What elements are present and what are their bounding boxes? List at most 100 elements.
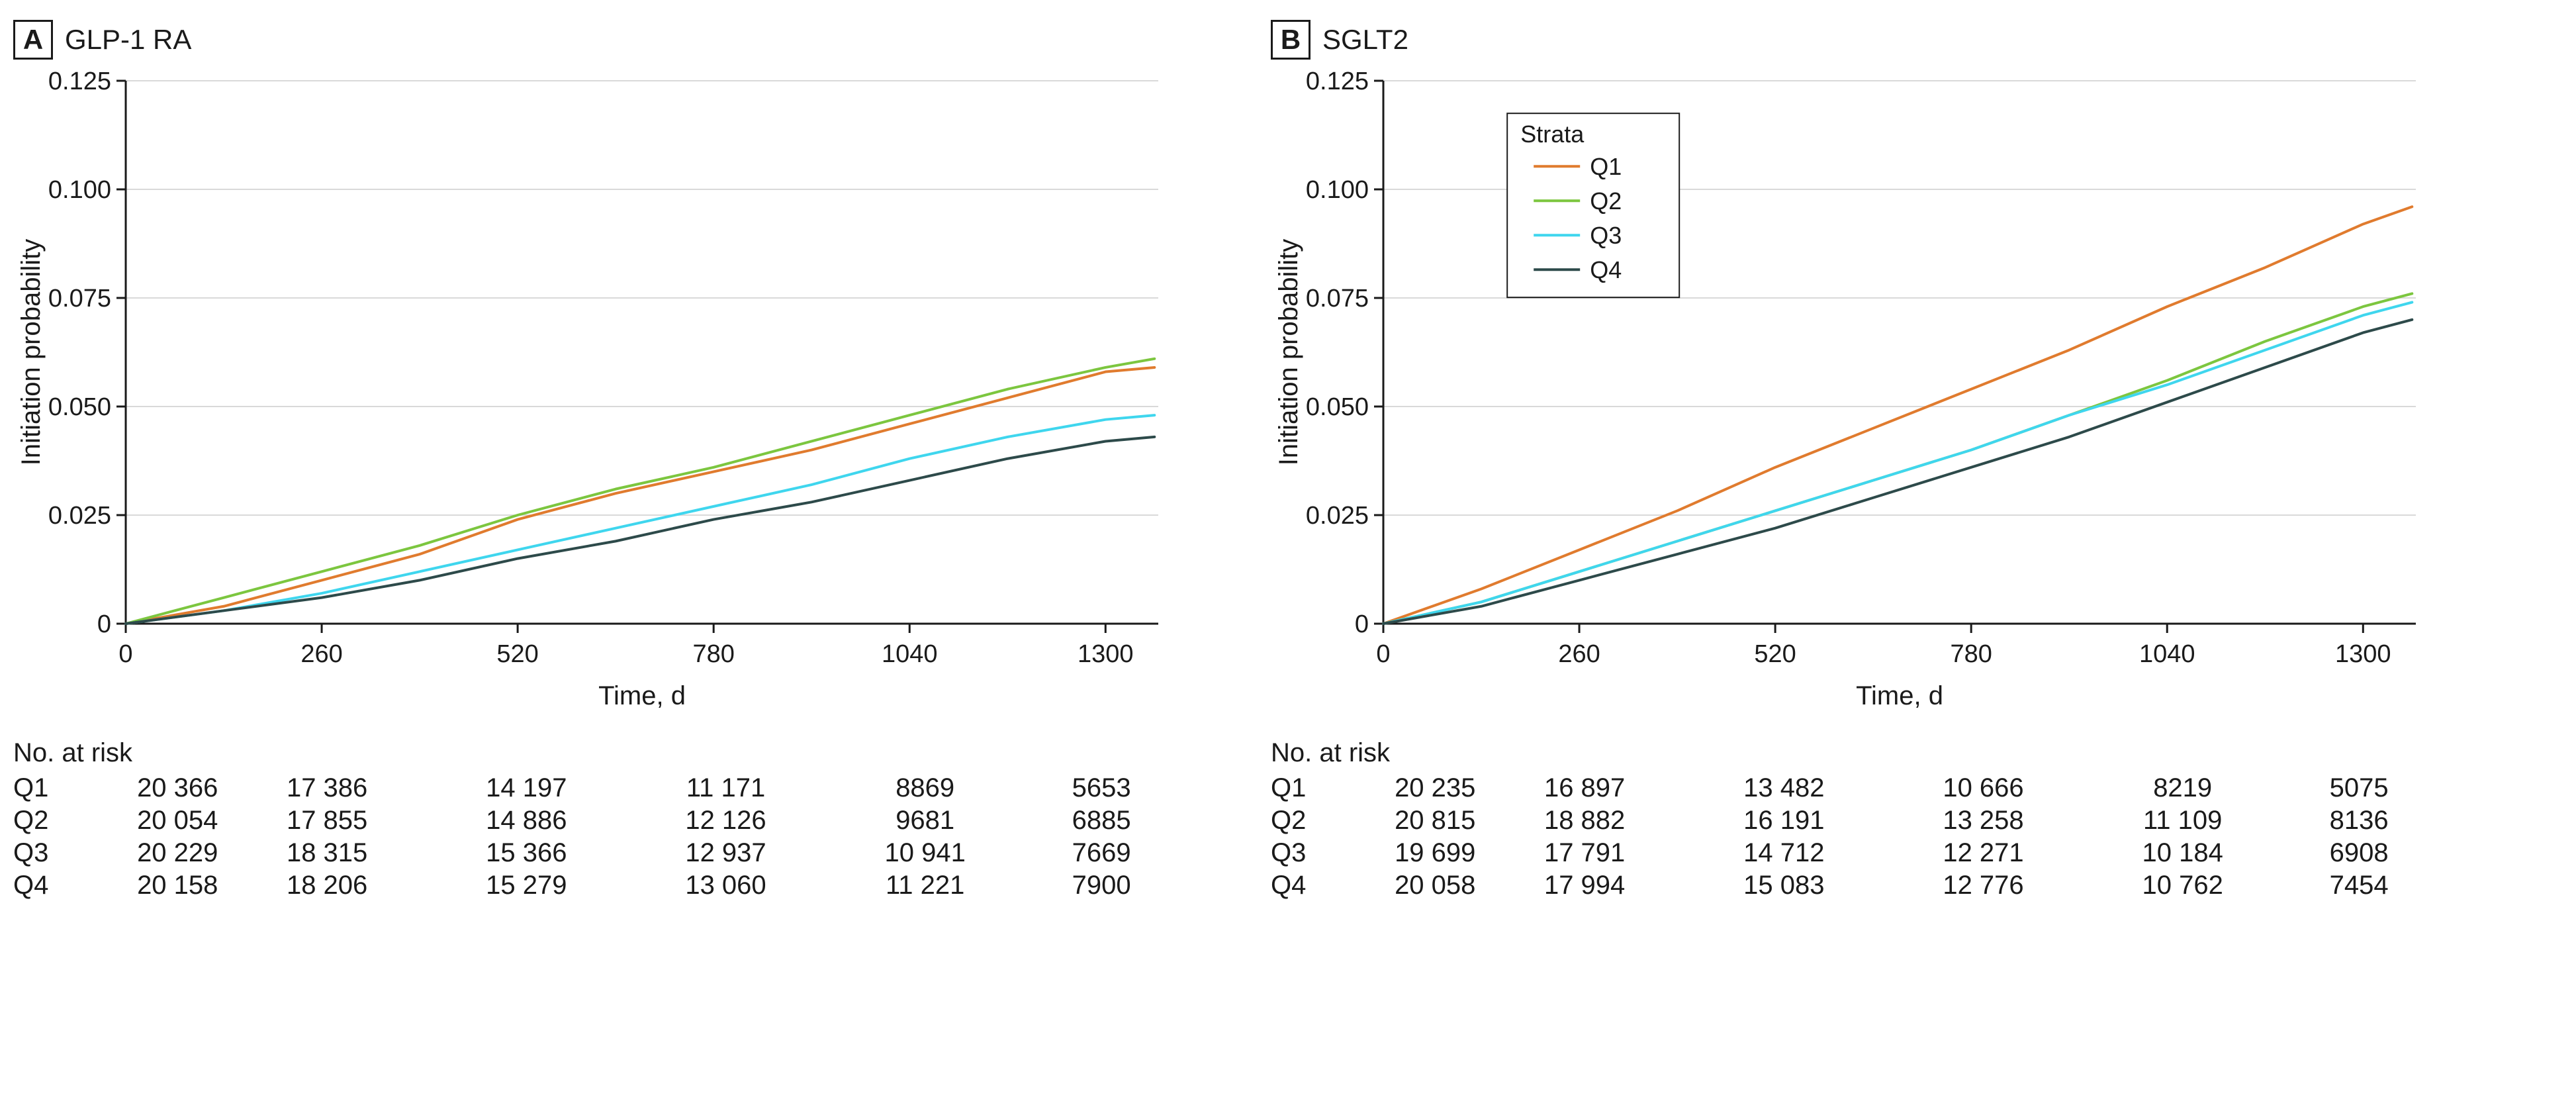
risk-cell: 8136: [2282, 804, 2436, 837]
risk-cell: 11 109: [2083, 804, 2282, 837]
risk-cell: 16 191: [1684, 804, 1884, 837]
svg-text:520: 520: [496, 640, 538, 668]
figure: A GLP-1 RA 0 0.025 0.050 0.075 0.100 0.125 0 26…: [0, 0, 2515, 922]
panel-a-letter: A: [13, 20, 53, 60]
risk-cell: 8869: [825, 772, 1025, 804]
panel-a-risk-block: No. at risk Q120 36617 38614 19711 17188…: [13, 738, 1231, 902]
panel-b-risk-title: No. at risk: [1271, 738, 2489, 768]
risk-cell: 8219: [2083, 772, 2282, 804]
panel-a: A GLP-1 RA 00.0250.0500.0750.1000.125026…: [13, 20, 1231, 902]
risk-cell: 16 897: [1485, 772, 1684, 804]
risk-row-label: Q1: [13, 772, 128, 804]
svg-text:0.050: 0.050: [48, 393, 111, 421]
svg-text:Q3: Q3: [1590, 222, 1622, 249]
svg-text:1300: 1300: [1078, 640, 1134, 668]
svg-text:520: 520: [1754, 640, 1796, 668]
svg-text:Initiation probability: Initiation probability: [1274, 239, 1303, 465]
panel-b-header: B SGLT2: [1271, 20, 2489, 60]
risk-cell: 20 054: [128, 804, 228, 837]
svg-text:Time, d: Time, d: [598, 681, 686, 710]
svg-text:0.075: 0.075: [1306, 285, 1369, 313]
risk-row: Q319 69917 79114 71212 27110 1846908: [1271, 837, 2436, 869]
svg-text:Initiation probability: Initiation probability: [17, 239, 46, 465]
risk-cell: 10 762: [2083, 869, 2282, 902]
svg-text:260: 260: [300, 640, 342, 668]
svg-text:0.075: 0.075: [48, 285, 111, 313]
risk-row-label: Q3: [1271, 837, 1385, 869]
risk-cell: 20 058: [1385, 869, 1485, 902]
risk-row: Q320 22918 31515 36612 93710 9417669: [13, 837, 1178, 869]
svg-text:780: 780: [1950, 640, 1992, 668]
svg-text:0.025: 0.025: [1306, 502, 1369, 530]
risk-cell: 10 184: [2083, 837, 2282, 869]
panel-a-risk-title: No. at risk: [13, 738, 1231, 768]
svg-text:0: 0: [97, 610, 111, 638]
risk-row: Q420 15818 20615 27913 06011 2217900: [13, 869, 1178, 902]
panel-a-title: GLP-1 RA: [65, 24, 191, 56]
risk-cell: 12 776: [1884, 869, 2083, 902]
risk-cell: 17 791: [1485, 837, 1684, 869]
panel-a-header: A GLP-1 RA: [13, 20, 1231, 60]
panel-b: B SGLT2 00.0250.0500.0750.1000.125026052…: [1271, 20, 2489, 902]
svg-text:Q2: Q2: [1590, 187, 1622, 215]
panel-b-svg: 00.0250.0500.0750.1000.12502605207801040…: [1271, 68, 2436, 716]
panel-b-letter: B: [1271, 20, 1311, 60]
risk-cell: 20 158: [128, 869, 228, 902]
risk-cell: 18 206: [228, 869, 427, 902]
risk-row: Q120 23516 89713 48210 66682195075: [1271, 772, 2436, 804]
panel-a-risk-table: Q120 36617 38614 19711 17188695653Q220 0…: [13, 772, 1178, 902]
risk-cell: 20 366: [128, 772, 228, 804]
risk-row-label: Q2: [13, 804, 128, 837]
risk-cell: 18 882: [1485, 804, 1684, 837]
risk-cell: 13 060: [626, 869, 825, 902]
svg-text:0: 0: [118, 640, 132, 668]
panel-b-risk-table: Q120 23516 89713 48210 66682195075Q220 8…: [1271, 772, 2436, 902]
risk-cell: 15 083: [1684, 869, 1884, 902]
risk-cell: 7900: [1025, 869, 1178, 902]
risk-cell: 5653: [1025, 772, 1178, 804]
svg-text:780: 780: [692, 640, 734, 668]
risk-cell: 17 994: [1485, 869, 1684, 902]
risk-row-label: Q4: [13, 869, 128, 902]
risk-cell: 18 315: [228, 837, 427, 869]
svg-text:0.125: 0.125: [48, 68, 111, 95]
panel-a-plot: 00.0250.0500.0750.1000.12502605207801040…: [13, 68, 1231, 720]
risk-cell: 13 258: [1884, 804, 2083, 837]
panel-b-risk-block: No. at risk Q120 23516 89713 48210 66682…: [1271, 738, 2489, 902]
risk-row: Q120 36617 38614 19711 17188695653: [13, 772, 1178, 804]
risk-cell: 13 482: [1684, 772, 1884, 804]
risk-cell: 12 126: [626, 804, 825, 837]
risk-cell: 7669: [1025, 837, 1178, 869]
svg-text:0: 0: [1355, 610, 1369, 638]
risk-cell: 6885: [1025, 804, 1178, 837]
svg-text:1040: 1040: [2139, 640, 2195, 668]
panel-b-plot: 00.0250.0500.0750.1000.12502605207801040…: [1271, 68, 2489, 720]
svg-text:0.025: 0.025: [48, 502, 111, 530]
risk-row-label: Q3: [13, 837, 128, 869]
svg-text:0.050: 0.050: [1306, 393, 1369, 421]
risk-cell: 17 855: [228, 804, 427, 837]
risk-row-label: Q2: [1271, 804, 1385, 837]
svg-text:0.100: 0.100: [1306, 176, 1369, 204]
risk-cell: 10 666: [1884, 772, 2083, 804]
risk-row: Q420 05817 99415 08312 77610 7627454: [1271, 869, 2436, 902]
risk-cell: 15 366: [427, 837, 626, 869]
svg-text:1040: 1040: [882, 640, 938, 668]
risk-row-label: Q1: [1271, 772, 1385, 804]
risk-cell: 14 712: [1684, 837, 1884, 869]
svg-text:Strata: Strata: [1520, 121, 1585, 148]
risk-row: Q220 05417 85514 88612 12696816885: [13, 804, 1178, 837]
risk-cell: 11 221: [825, 869, 1025, 902]
risk-cell: 5075: [2282, 772, 2436, 804]
svg-text:Q1: Q1: [1590, 153, 1622, 180]
risk-cell: 20 235: [1385, 772, 1485, 804]
risk-cell: 7454: [2282, 869, 2436, 902]
risk-cell: 14 197: [427, 772, 626, 804]
risk-cell: 20 229: [128, 837, 228, 869]
risk-row: Q220 81518 88216 19113 25811 1098136: [1271, 804, 2436, 837]
svg-text:1300: 1300: [2335, 640, 2391, 668]
risk-cell: 12 271: [1884, 837, 2083, 869]
risk-cell: 14 886: [427, 804, 626, 837]
svg-text:0.125: 0.125: [1306, 68, 1369, 95]
risk-cell: 6908: [2282, 837, 2436, 869]
